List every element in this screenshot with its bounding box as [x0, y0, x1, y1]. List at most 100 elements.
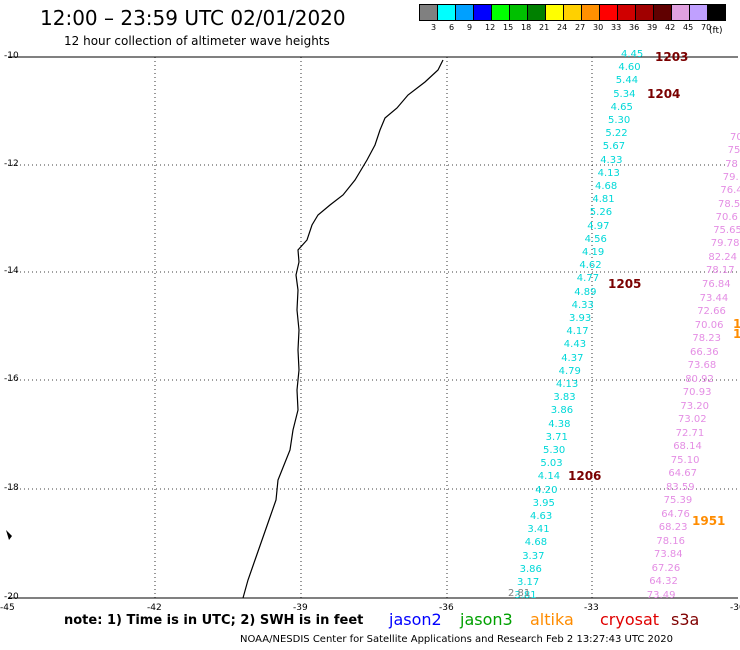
wave-height-label-pink: 75.65 — [713, 225, 740, 237]
legend-label: 27 — [575, 23, 586, 32]
pass-time-label-orange: 1951 — [692, 514, 726, 528]
wave-height-label: 4.19 — [582, 247, 605, 258]
coastline — [242, 59, 444, 599]
wave-height-label: 3.71 — [545, 431, 568, 443]
map-title: 12:00 – 23:59 UTC 02/01/2020 — [40, 6, 346, 30]
satellite-legend-s3a: s3a — [671, 610, 700, 629]
legend-label: 12 — [485, 23, 496, 32]
wave-height-label: 4.68 — [595, 181, 618, 192]
grid-lines — [8, 56, 738, 599]
map-subtitle: 12 hour collection of altimeter wave hei… — [64, 34, 330, 48]
wave-height-label-pink: 82.24 — [708, 251, 738, 263]
wave-height-label: 3.83 — [553, 392, 576, 404]
wave-height-label-pink: 75 — [727, 145, 740, 157]
wave-height-label-pink: 78.16 — [656, 535, 686, 547]
wave-height-label-pink: 68.14 — [673, 441, 702, 452]
wave-height-label: 4.79 — [558, 365, 581, 377]
island-fragment — [6, 530, 12, 540]
wave-height-label-gray: 2.81 — [508, 588, 531, 599]
legend-unit: (ft) — [709, 26, 723, 36]
legend-label: 30 — [593, 23, 604, 32]
wave-height-label: 4.68 — [524, 537, 548, 549]
wave-height-label-pink: 79.78 — [710, 238, 740, 250]
color-legend: 3 6 9 12 15 18 21 24 27 30 33 36 39 42 45 70 (ft) — [419, 4, 726, 36]
wave-height-label: 5.44 — [615, 75, 639, 87]
wave-height-label: 5.30 — [543, 445, 566, 456]
wave-height-label: 4.38 — [548, 418, 571, 430]
pass-time-label: 1203 — [655, 50, 689, 64]
wave-height-label-pink: 75.39 — [663, 495, 693, 506]
legend-label: 9 — [467, 23, 473, 32]
longitude-tick-label: -33 — [584, 603, 599, 613]
wave-height-label: 4.14 — [537, 471, 561, 483]
wave-height-label: 3.93 — [569, 313, 592, 324]
wave-height-label: 3.37 — [522, 550, 545, 562]
wave-height-label-pink: 73.20 — [680, 400, 710, 412]
wave-height-label: 3.95 — [532, 497, 555, 509]
legend-swatch — [707, 4, 726, 21]
wave-height-label-pink: 64.76 — [661, 508, 690, 520]
wave-height-label: 4.43 — [563, 339, 587, 351]
wave-height-label: 4.20 — [535, 484, 558, 496]
wave-height-label: 4.81 — [592, 194, 615, 206]
wave-height-label-pink: 68.23 — [658, 522, 688, 533]
wave-height-label: 4.65 — [610, 101, 633, 113]
legend-swatch: 42 — [653, 4, 675, 32]
wave-height-label: 4.63 — [530, 511, 553, 522]
wave-height-label: 5.30 — [608, 115, 631, 126]
wave-height-label: 4.17 — [566, 326, 589, 338]
longitude-tick-label: -36 — [439, 603, 454, 613]
wave-height-label-pink: 79. — [722, 171, 739, 183]
wave-height-label: 5.34 — [613, 88, 636, 100]
wave-height-label-pink: 67.26 — [651, 562, 681, 574]
wave-height-label-pink: 73.68 — [687, 360, 717, 371]
wave-height-label-pink: 73.49 — [646, 589, 676, 601]
wave-height-label-pink: 83.59 — [666, 481, 695, 493]
wave-height-label-pink: 66.36 — [690, 346, 719, 358]
wave-height-label: 3.81 — [514, 590, 537, 602]
wave-height-label: 4.33 — [571, 299, 594, 311]
pass-time-label: 1204 — [647, 87, 681, 101]
pass-time-label-orange: 1 — [733, 327, 740, 341]
wave-height-label-pink: 70.93 — [682, 387, 712, 398]
legend-label: 36 — [629, 23, 640, 32]
legend-label: 39 — [647, 23, 658, 32]
wave-height-label-pink: 72.66 — [697, 306, 726, 317]
latitude-tick-label: -10 — [4, 51, 19, 61]
wave-height-label: 4.97 — [587, 220, 610, 232]
pass-time-label: 1206 — [568, 469, 602, 483]
wave-height-label: 4.37 — [561, 352, 584, 364]
pass-time-label-orange: 1 — [733, 317, 740, 331]
wave-height-label-pink: 78 — [725, 158, 738, 170]
wave-height-label-pink: 64.67 — [668, 468, 698, 479]
wave-height-label: 5.26 — [589, 207, 613, 219]
wave-height-label: 4.77 — [576, 273, 600, 285]
wave-height-label: 4.45 — [621, 49, 644, 60]
latitude-tick-label: -12 — [4, 159, 19, 169]
latitude-tick-label: -20 — [4, 592, 19, 602]
legend-label: 6 — [449, 23, 455, 32]
wave-height-label: 4.13 — [556, 379, 579, 390]
legend-label: 15 — [503, 23, 514, 32]
legend-label: 70 — [701, 23, 712, 32]
wave-height-label-pink: 78.23 — [692, 333, 722, 344]
legend-label: 33 — [611, 23, 622, 32]
wave-height-label-pink: 78.5 — [718, 198, 740, 210]
wave-height-label: 4.62 — [579, 260, 602, 272]
legend-label: 24 — [557, 23, 568, 32]
wave-height-label: 3.86 — [550, 405, 574, 417]
wave-height-label-pink: 73.84 — [654, 549, 683, 560]
wave-height-label-pink: 75.10 — [670, 454, 700, 466]
legend-label: 18 — [521, 23, 532, 32]
satellite-legend-jason3: jason3 — [460, 610, 513, 629]
legend-label: 42 — [665, 23, 676, 32]
wave-height-label: 5.22 — [605, 128, 628, 140]
wave-height-label-pink: 64.32 — [649, 576, 678, 587]
wave-height-label-pink: 73.44 — [699, 292, 729, 304]
longitude-tick-label: -30 — [730, 603, 740, 613]
wave-height-label: 4.13 — [597, 167, 620, 179]
longitude-tick-label: -45 — [0, 603, 15, 613]
wave-height-label: 4.60 — [618, 62, 641, 74]
wave-height-label-pink: 70.6 — [715, 211, 738, 223]
